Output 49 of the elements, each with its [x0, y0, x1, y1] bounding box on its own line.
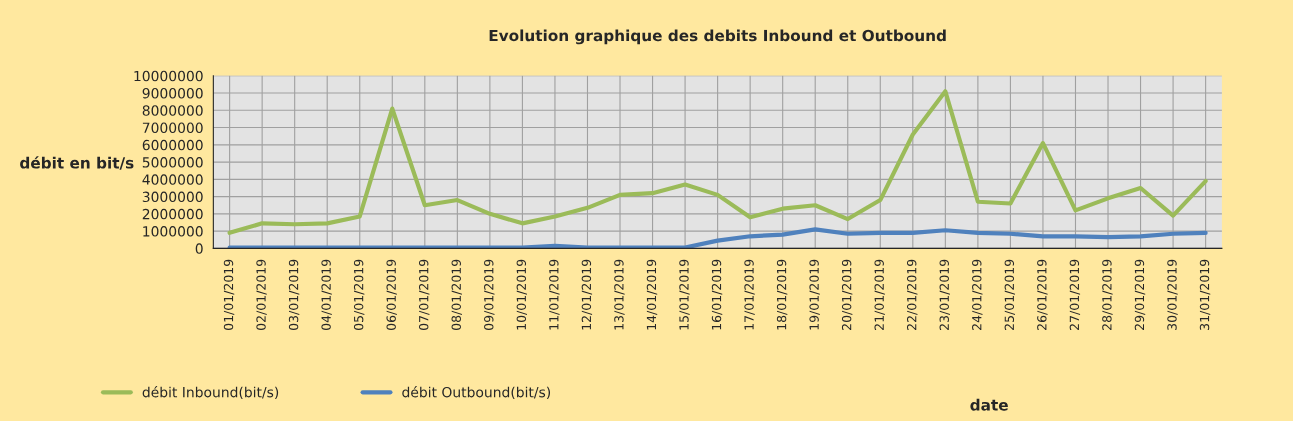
- y-tick-label: 0: [195, 243, 203, 254]
- legend-label: débit Inbound(bit/s): [142, 386, 279, 400]
- x-tick-label: 07/01/2019: [418, 259, 430, 331]
- x-tick-label: 23/01/2019: [939, 259, 950, 330]
- y-tick-label: 10000000: [134, 70, 203, 82]
- y-tick-label: 1000000: [143, 226, 203, 237]
- x-tick-label: 12/01/2019: [581, 259, 593, 330]
- x-tick-label: 20/01/2019: [841, 259, 853, 330]
- y-tick-label: 6000000: [142, 139, 203, 151]
- y-tick-label: 9000000: [142, 88, 203, 99]
- x-tick-label: 11/01/2019: [549, 259, 560, 330]
- y-tick-label: 5000000: [142, 157, 203, 168]
- chart-title: Evolution graphique des debits Inbound et Outbound: [489, 29, 946, 45]
- legend-label: débit Outbound(bit/s): [402, 386, 551, 400]
- x-tick-label: 14/01/2019: [646, 259, 658, 330]
- x-tick-label: 19/01/2019: [809, 259, 820, 330]
- x-tick-label: 04/01/2019: [321, 259, 332, 331]
- x-tick-label: 28/01/2019: [1102, 259, 1113, 330]
- x-tick-label: 17/01/2019: [744, 259, 755, 330]
- y-tick-label: 2000000: [142, 208, 203, 220]
- x-tick-label: 02/01/2019: [256, 259, 267, 331]
- x-tick-label: 27/01/2019: [1069, 259, 1081, 330]
- x-tick-label: 29/01/2019: [1134, 259, 1146, 330]
- x-tick-label: 26/01/2019: [1037, 259, 1048, 330]
- line-series: [227, 89, 1208, 235]
- x-tick-label: 22/01/2019: [906, 259, 918, 330]
- y-tick-label: 7000000: [142, 122, 203, 134]
- x-tick-label: 01/01/2019: [223, 259, 235, 331]
- y-tick-label: 3000000: [142, 191, 203, 203]
- x-tick-label: 30/01/2019: [1167, 259, 1178, 330]
- x-tick-label: 16/01/2019: [711, 259, 723, 330]
- x-tick-label: 13/01/2019: [614, 259, 625, 330]
- y-tick-label: 4000000: [142, 174, 203, 185]
- x-tick-label: 25/01/2019: [1004, 259, 1016, 330]
- x-tick-label: 18/01/2019: [776, 259, 788, 330]
- y-tick-label: 8000000: [142, 105, 203, 116]
- x-tick-label: 21/01/2019: [874, 259, 885, 330]
- y-axis-title: débit en bit/s: [20, 156, 134, 170]
- x-tick-label: 05/01/2019: [353, 259, 365, 331]
- x-axis-title: date: [970, 398, 1008, 411]
- x-tick-label: 06/01/2019: [386, 259, 397, 331]
- x-tick-label: 10/01/2019: [516, 259, 528, 330]
- x-tick-label: 09/01/2019: [484, 259, 495, 331]
- line-series: [227, 227, 1208, 249]
- x-tick-label: 24/01/2019: [972, 259, 983, 330]
- x-tick-label: 15/01/2019: [679, 259, 690, 330]
- x-tick-label: 31/01/2019: [1199, 259, 1211, 330]
- x-tick-label: 03/01/2019: [288, 259, 300, 331]
- x-tick-label: 08/01/2019: [451, 259, 462, 331]
